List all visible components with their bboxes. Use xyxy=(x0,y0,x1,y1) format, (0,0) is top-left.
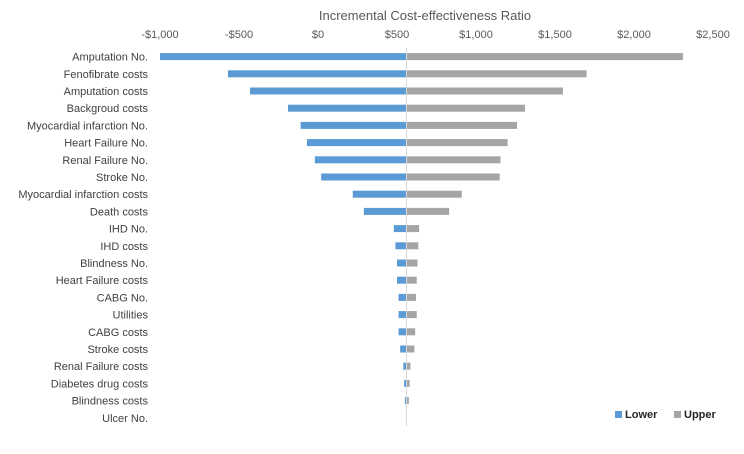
category-label: Blindness No. xyxy=(80,258,148,270)
bar-upper xyxy=(406,397,409,405)
x-tick-label: $2,000 xyxy=(617,29,651,41)
x-tick-label: $1,500 xyxy=(538,29,572,41)
bar-upper xyxy=(406,276,417,284)
bar-upper xyxy=(406,87,563,95)
category-label: Diabetes drug costs xyxy=(51,378,149,390)
category-label: CABG costs xyxy=(88,327,148,339)
chart-title: Incremental Cost-effectiveness Ratio xyxy=(319,8,531,23)
bar-lower xyxy=(352,190,407,198)
bar-upper xyxy=(406,173,500,181)
category-label: Stroke costs xyxy=(87,344,148,356)
bar-lower xyxy=(321,173,407,181)
bar-upper xyxy=(406,225,420,233)
bar-lower xyxy=(160,53,407,61)
bar-lower xyxy=(398,328,407,336)
bar-upper xyxy=(406,207,450,215)
category-labels: Amputation No. Fenofibrate costs Amputatio… xyxy=(18,52,148,425)
bar-lower xyxy=(227,70,407,78)
category-label: Heart Failure costs xyxy=(56,275,149,287)
bar-upper xyxy=(406,190,462,198)
bar-upper xyxy=(406,311,417,319)
category-label: Amputation costs xyxy=(64,86,149,98)
x-axis-ticks: -$1,000 -$500 $0 $500 $1,000 $1,500 $2,000 $2,5… xyxy=(141,29,729,41)
category-label: Heart Failure No. xyxy=(64,138,148,150)
bar-lower xyxy=(400,345,407,353)
x-tick-label: $2,500 xyxy=(696,29,730,41)
bar-upper xyxy=(406,53,683,61)
bar-upper xyxy=(406,345,415,353)
bar-lower xyxy=(395,242,407,250)
bar-upper xyxy=(406,121,518,129)
category-label: Myocardial infarction costs xyxy=(18,189,148,201)
legend-swatch-upper xyxy=(674,411,681,418)
x-tick-label: -$500 xyxy=(225,29,253,41)
bar-lower xyxy=(404,397,407,405)
bar-upper xyxy=(406,259,418,267)
bar-lower xyxy=(404,379,407,387)
bar-upper xyxy=(406,362,411,370)
legend-label-upper: Upper xyxy=(684,409,717,421)
bar-upper xyxy=(406,156,501,164)
bar-lower xyxy=(314,156,407,164)
bar-upper xyxy=(406,328,416,336)
category-label: Blindness costs xyxy=(72,396,149,408)
category-label: Death costs xyxy=(90,206,149,218)
bar-lower xyxy=(393,225,407,233)
bar-lower xyxy=(397,259,407,267)
category-label: Stroke No. xyxy=(96,172,148,184)
category-label: Fenofibrate costs xyxy=(64,69,149,81)
category-label: Utilities xyxy=(113,310,149,322)
legend-swatch-lower xyxy=(615,411,622,418)
category-label: Renal Failure No. xyxy=(62,155,148,167)
bar-lower xyxy=(363,207,407,215)
bar-upper xyxy=(406,139,508,147)
category-label: Backgroud costs xyxy=(67,103,149,115)
bar-lower xyxy=(403,362,407,370)
bar-lower xyxy=(398,311,407,319)
legend-label-lower: Lower xyxy=(625,409,658,421)
category-label: CABG No. xyxy=(97,292,148,304)
x-tick-label: $500 xyxy=(385,29,409,41)
x-tick-label: -$1,000 xyxy=(141,29,178,41)
category-label: Myocardial infarction No. xyxy=(27,120,148,132)
legend: Lower Upper xyxy=(615,409,717,421)
bar-lower xyxy=(250,87,407,95)
bar-lower xyxy=(287,104,407,112)
bar-upper xyxy=(406,379,410,387)
x-tick-label: $1,000 xyxy=(459,29,493,41)
bar-lower xyxy=(397,276,407,284)
bar-upper xyxy=(406,242,419,250)
bar-upper xyxy=(406,293,416,301)
category-label: Amputation No. xyxy=(72,52,148,64)
bar-lower xyxy=(300,121,407,129)
bar-upper xyxy=(406,70,587,78)
category-label: IHD costs xyxy=(100,241,148,253)
category-label: IHD No. xyxy=(109,224,148,236)
x-tick-label: $0 xyxy=(312,29,324,41)
category-label: Renal Failure costs xyxy=(54,361,149,373)
category-label: Ulcer No. xyxy=(102,413,148,425)
bars xyxy=(160,53,683,422)
bar-lower xyxy=(306,139,407,147)
bar-lower xyxy=(398,293,407,301)
bar-upper xyxy=(406,104,525,112)
